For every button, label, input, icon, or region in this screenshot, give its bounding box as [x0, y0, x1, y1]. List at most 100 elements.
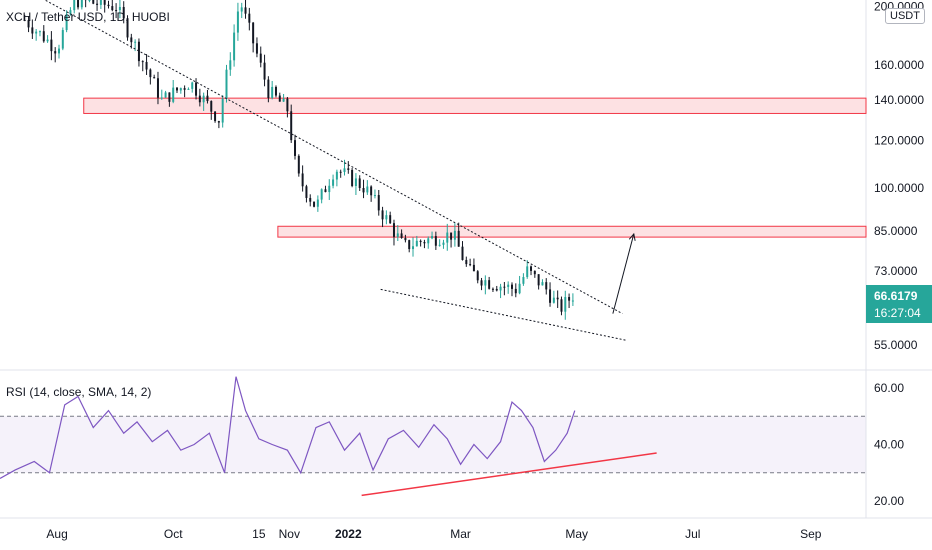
candle-body: [530, 266, 533, 271]
candle-body: [255, 43, 258, 54]
candle-body: [50, 39, 53, 52]
candle-body: [446, 232, 449, 243]
candle-body: [373, 195, 376, 197]
candle-body: [27, 20, 30, 28]
candle-body: [271, 86, 274, 98]
candle-body: [274, 86, 277, 96]
candle-body: [301, 173, 304, 187]
candle-body: [438, 244, 441, 246]
candle-body: [286, 98, 289, 112]
candle-body: [202, 95, 205, 103]
candle-body: [221, 98, 224, 123]
candle-body: [73, 0, 76, 11]
candle-body: [316, 199, 319, 207]
candle-body: [141, 61, 144, 63]
candle-body: [392, 223, 395, 237]
candle-body: [389, 215, 392, 224]
candle-body: [214, 111, 217, 122]
rsi-tick-label: 40.00: [874, 438, 904, 452]
price-tick-label: 140.0000: [874, 93, 924, 107]
candle-body: [118, 7, 121, 11]
wedge-trendline-2[interactable]: [380, 288, 627, 341]
candle-body: [480, 280, 483, 286]
candle-body: [134, 41, 137, 43]
candle-body: [35, 31, 38, 34]
candle-body: [111, 6, 114, 11]
candle-body: [545, 282, 548, 290]
projection-arrow[interactable]: [612, 233, 635, 314]
candle-body: [107, 4, 110, 7]
candle-body: [156, 78, 159, 98]
candle-body: [434, 236, 437, 246]
candle-body: [450, 232, 453, 240]
candle-body: [560, 299, 563, 312]
candle-body: [335, 171, 338, 180]
rsi-support-trendline[interactable]: [361, 452, 657, 497]
candle-body: [183, 88, 186, 90]
candle-body: [347, 168, 350, 170]
candle-body: [522, 277, 525, 284]
candle-body: [385, 215, 388, 220]
candle-body: [179, 88, 182, 91]
currency-selector[interactable]: USDT: [885, 8, 925, 24]
candle-body: [514, 288, 517, 294]
candle-body: [495, 288, 498, 291]
candle-body: [248, 13, 251, 23]
price-tick-label: 120.0000: [874, 133, 924, 147]
candle-body: [518, 283, 521, 294]
candle-body: [58, 48, 61, 54]
resistance-zone-1[interactable]: [83, 97, 867, 114]
time-tick-label: Mar: [450, 527, 471, 541]
projection-arrow-head: [628, 232, 636, 241]
candle-body: [484, 280, 487, 286]
candle-body: [168, 92, 171, 102]
candle-body: [149, 69, 152, 78]
candle-body: [339, 171, 342, 173]
candle-body: [263, 62, 266, 80]
candle-body: [206, 95, 209, 102]
candle-body: [244, 7, 247, 14]
candle-body: [259, 53, 262, 63]
candle-body: [282, 98, 285, 102]
candle-body: [176, 87, 179, 91]
candle-body: [198, 95, 201, 103]
candle-body: [351, 169, 354, 187]
candle-body: [160, 97, 163, 99]
candle-body: [564, 297, 567, 312]
candle-body: [526, 266, 529, 278]
candle-body: [294, 140, 297, 156]
candle-body: [423, 242, 426, 244]
candle-body: [137, 41, 140, 62]
candle-body: [122, 7, 125, 19]
candle-body: [38, 31, 41, 33]
candle-body: [305, 186, 308, 198]
candle-body: [556, 297, 559, 300]
resistance-zone-2[interactable]: [277, 225, 867, 238]
candle-body: [61, 30, 64, 49]
candle-body: [187, 88, 190, 90]
candle-body: [453, 230, 456, 240]
candle-body: [92, 0, 95, 4]
candle-body: [488, 280, 491, 289]
candle-body: [65, 14, 68, 31]
time-tick-label: Oct: [164, 527, 183, 541]
candle-body: [54, 51, 57, 54]
rsi-band: [0, 416, 866, 473]
candle-body: [499, 286, 502, 291]
candle-body: [427, 238, 430, 244]
price-tick-label: 85.0000: [874, 224, 918, 238]
candle-body: [461, 246, 464, 260]
time-tick-label: 15: [252, 527, 266, 541]
last-price-tag: 66.6179 16:27:04: [866, 285, 932, 323]
candle-body: [396, 233, 399, 237]
chart-title: XCH / Tether USD, 1D, HUOBI: [6, 10, 170, 24]
rsi-line: [0, 376, 576, 479]
price-tick-label: 55.0000: [874, 338, 918, 352]
candle-body: [103, 0, 106, 5]
candle-body: [549, 289, 552, 303]
candle-body: [46, 39, 49, 42]
candle-body: [229, 60, 232, 70]
candle-body: [370, 186, 373, 196]
candle-body: [324, 189, 327, 193]
